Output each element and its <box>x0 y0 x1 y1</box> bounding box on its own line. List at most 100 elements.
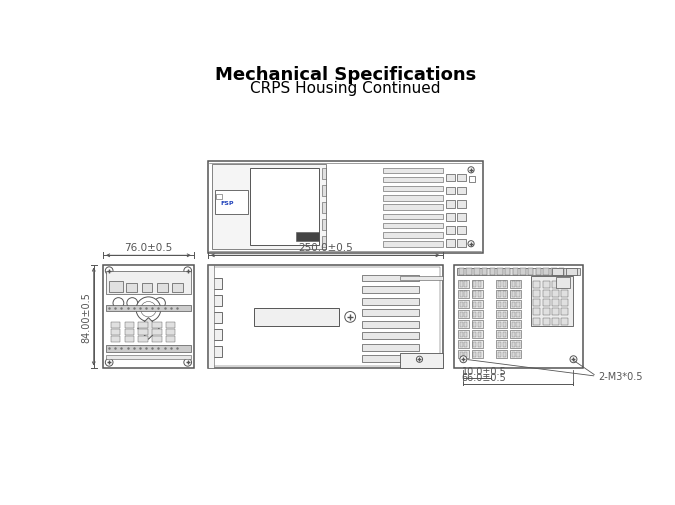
Bar <box>210 267 440 367</box>
Bar <box>400 354 443 369</box>
Bar <box>383 242 443 247</box>
Bar <box>472 350 483 358</box>
Bar <box>497 350 507 358</box>
Bar <box>510 300 521 308</box>
Bar <box>383 233 443 238</box>
Bar <box>478 352 481 357</box>
Bar <box>362 310 419 317</box>
Bar <box>166 330 176 335</box>
Bar <box>510 311 521 318</box>
Bar <box>446 187 455 195</box>
Bar <box>464 322 467 327</box>
Bar <box>153 330 161 335</box>
Bar <box>543 318 549 325</box>
Circle shape <box>416 357 423 363</box>
Bar <box>478 292 481 297</box>
Bar <box>458 290 468 298</box>
Bar <box>458 350 468 358</box>
Bar <box>503 292 506 297</box>
Bar <box>106 305 191 311</box>
Bar <box>473 292 477 297</box>
Text: FSP: FSP <box>220 200 234 206</box>
Bar <box>157 283 167 293</box>
Bar <box>478 322 481 327</box>
Bar <box>111 336 120 342</box>
Bar <box>497 330 507 338</box>
Bar <box>533 309 541 316</box>
Bar <box>473 312 477 317</box>
Bar <box>472 330 483 338</box>
Bar <box>516 322 520 327</box>
Bar <box>503 352 506 357</box>
Bar <box>497 269 503 275</box>
Circle shape <box>140 298 151 309</box>
Bar <box>208 265 214 369</box>
Bar <box>536 269 541 275</box>
Bar <box>498 342 501 347</box>
Bar <box>362 344 419 351</box>
Bar <box>460 352 462 357</box>
Bar <box>497 340 507 348</box>
Bar <box>503 322 506 327</box>
Bar <box>138 323 148 328</box>
Bar <box>472 300 483 308</box>
Bar <box>211 279 222 289</box>
Bar <box>512 352 515 357</box>
Bar <box>473 352 477 357</box>
Bar <box>211 346 222 357</box>
Circle shape <box>460 356 467 363</box>
Bar <box>446 200 455 208</box>
Bar <box>383 168 443 174</box>
Text: Mechanical Specifications: Mechanical Specifications <box>215 66 476 83</box>
Bar <box>460 302 462 307</box>
Bar <box>516 312 520 317</box>
Bar <box>383 196 443 201</box>
Bar <box>362 333 419 339</box>
Bar <box>106 346 191 352</box>
Bar <box>520 269 526 275</box>
Bar <box>468 177 475 183</box>
Circle shape <box>468 241 474 247</box>
Bar <box>250 169 319 246</box>
Bar <box>497 280 507 288</box>
Bar <box>497 311 507 318</box>
Bar <box>497 300 507 308</box>
Bar <box>138 330 148 335</box>
Bar <box>460 332 462 337</box>
Bar <box>464 282 467 287</box>
Bar <box>505 269 510 275</box>
Bar <box>458 311 468 318</box>
Bar <box>543 269 549 275</box>
Bar <box>460 282 462 287</box>
Bar <box>528 269 533 275</box>
Bar <box>473 332 477 337</box>
Bar <box>512 322 515 327</box>
Bar <box>460 322 462 327</box>
Bar <box>216 194 222 199</box>
Bar <box>516 292 520 297</box>
Bar <box>211 330 222 340</box>
Bar <box>561 281 568 288</box>
Circle shape <box>184 359 192 367</box>
Bar <box>473 322 477 327</box>
Bar <box>126 283 137 293</box>
Bar <box>498 312 501 317</box>
Bar <box>362 286 419 293</box>
Bar <box>561 309 568 316</box>
Bar <box>512 342 515 347</box>
Bar <box>503 282 506 287</box>
Bar <box>473 342 477 347</box>
Bar <box>512 282 515 287</box>
Bar <box>458 280 468 288</box>
Bar <box>111 323 120 328</box>
Bar <box>459 269 464 275</box>
Bar <box>109 282 123 293</box>
Bar <box>215 190 248 215</box>
Bar <box>559 269 564 275</box>
Bar <box>472 290 483 298</box>
Bar <box>552 281 559 288</box>
Bar <box>457 187 466 195</box>
Bar <box>533 299 541 307</box>
Circle shape <box>105 359 113 367</box>
Bar <box>472 320 483 328</box>
